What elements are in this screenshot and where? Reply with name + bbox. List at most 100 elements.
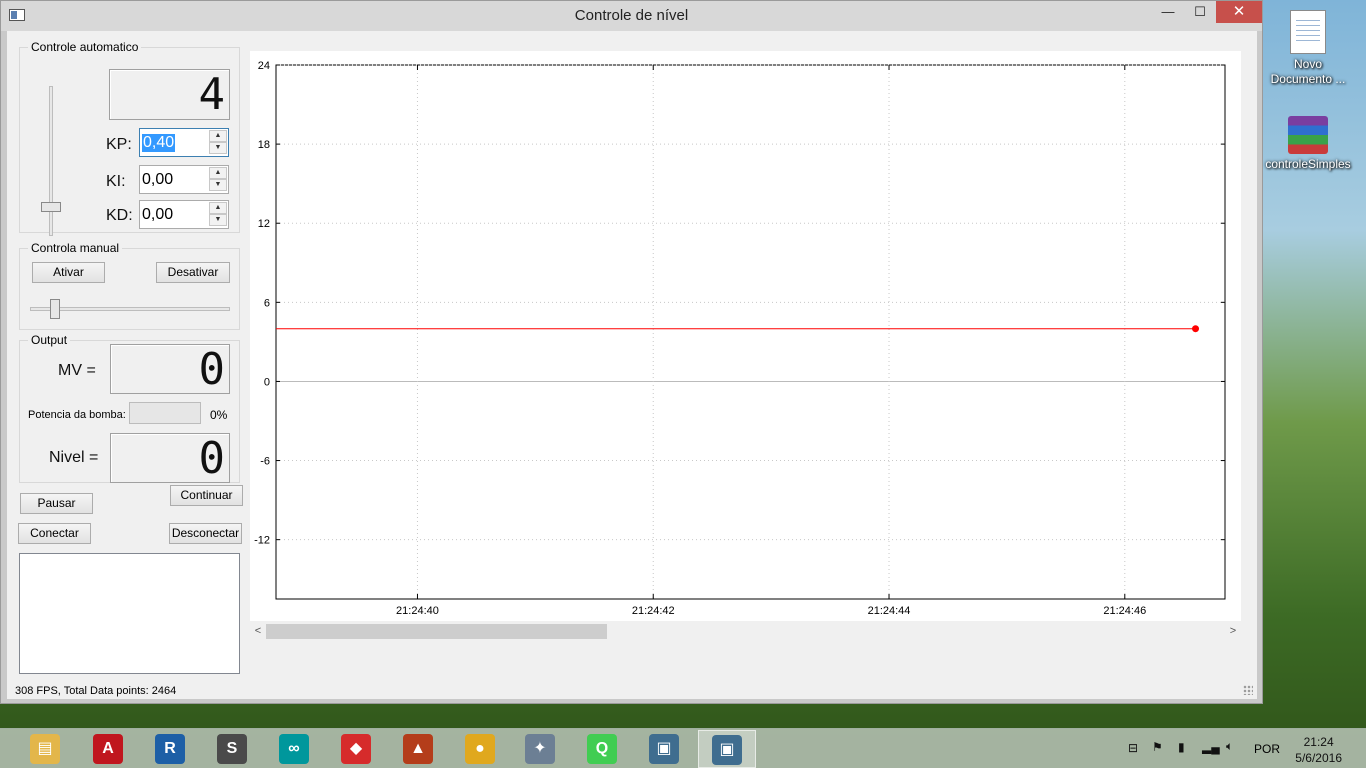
kd-spinbox[interactable]: 0,00 ▲ ▼ xyxy=(139,200,229,229)
signal-icon[interactable]: ▂▄ xyxy=(1202,740,1220,754)
minimize-button[interactable]: — xyxy=(1161,4,1175,19)
clock-time: 21:24 xyxy=(1303,735,1334,749)
window-title: Controle de nível xyxy=(574,7,689,24)
ki-spinbox[interactable]: 0,00 ▲ ▼ xyxy=(139,165,229,194)
taskbar-app-window-1[interactable]: ▣ xyxy=(636,730,694,768)
title-bar[interactable]: Controle de nível — ☐ ✕ xyxy=(1,1,1262,31)
revit-icon: R xyxy=(155,734,185,764)
scroll-right-icon[interactable]: > xyxy=(1229,625,1237,637)
taskbar: ▤ A R S ∞ ◆ ▲ ● ✦ Q ▣ ▣ ⊟ ⚑ ▮ ▂▄ 🔈︎ POR 21:24 5/6/2… xyxy=(0,728,1366,768)
auto-control-group: Controle automatico 4 KP: 0,40 ▲ ▼ KI: 0,… xyxy=(19,40,240,236)
flag-icon[interactable]: ⚑ xyxy=(1152,740,1163,754)
qt-creator-icon: Q xyxy=(587,734,617,764)
taskbar-satellite-app[interactable]: ✦ xyxy=(512,730,570,768)
pump-power-label: Potencia da bomba: xyxy=(28,409,126,421)
setpoint-lcd: 4 xyxy=(109,69,230,120)
desktop-icon-label: controleSimples xyxy=(1265,157,1351,171)
system-tray: ⊟ ⚑ ▮ ▂▄ 🔈︎ xyxy=(1126,729,1256,768)
app-window-icon[interactable] xyxy=(9,9,25,21)
activate-button[interactable]: Ativar xyxy=(32,262,105,283)
y-tick-label: -6 xyxy=(260,456,270,468)
kd-down-arrow-icon[interactable]: ▼ xyxy=(209,214,227,226)
app-window-1-icon: ▣ xyxy=(649,734,679,764)
ki-down-arrow-icon[interactable]: ▼ xyxy=(209,179,227,191)
maximize-button[interactable]: ☐ xyxy=(1194,4,1206,19)
continue-button[interactable]: Continuar xyxy=(170,485,243,506)
y-tick-label: 0 xyxy=(264,376,270,388)
mv-lcd: 0 xyxy=(110,344,230,394)
network-status-icon[interactable]: ⊟ xyxy=(1128,741,1139,755)
kd-up-arrow-icon[interactable]: ▲ xyxy=(209,202,227,214)
y-tick-label: 18 xyxy=(258,139,270,151)
setpoint-slider-handle[interactable] xyxy=(41,202,61,212)
mv-label: MV = xyxy=(58,362,96,379)
ki-up-arrow-icon[interactable]: ▲ xyxy=(209,167,227,179)
kp-spinbox[interactable]: 0,40 ▲ ▼ xyxy=(139,128,229,157)
taskbar-autocad[interactable]: A xyxy=(80,730,138,768)
kp-down-arrow-icon[interactable]: ▼ xyxy=(209,142,227,154)
chrome-icon: ● xyxy=(465,734,495,764)
x-tick-label: 21:24:42 xyxy=(632,605,675,617)
app-window-2-icon: ▣ xyxy=(712,735,742,765)
manual-slider-track[interactable] xyxy=(30,307,230,311)
taskbar-revit[interactable]: R xyxy=(142,730,200,768)
disconnect-button[interactable]: Desconectar xyxy=(169,523,242,544)
pause-button[interactable]: Pausar xyxy=(20,493,93,514)
scrollbar-thumb[interactable] xyxy=(266,624,607,639)
level-label: Nivel = xyxy=(49,449,99,466)
x-tick-label: 21:24:40 xyxy=(396,605,439,617)
auto-control-title: Controle automatico xyxy=(28,40,142,54)
level-series-endpoint xyxy=(1192,325,1200,333)
file-explorer-icon: ▤ xyxy=(30,734,60,764)
matlab-icon: ▲ xyxy=(403,734,433,764)
taskbar-arduino[interactable]: ∞ xyxy=(266,730,324,768)
plot-horizontal-scrollbar[interactable]: < > xyxy=(250,623,1241,640)
y-tick-label: -12 xyxy=(254,535,270,547)
kp-value[interactable]: 0,40 xyxy=(142,134,176,152)
language-indicator[interactable]: POR xyxy=(1254,742,1281,756)
plot-frame xyxy=(275,64,1226,600)
setpoint-slider-track[interactable] xyxy=(49,86,53,236)
power-icon[interactable]: ▮ xyxy=(1178,740,1185,754)
ki-label: KI: xyxy=(106,173,126,190)
kp-up-arrow-icon[interactable]: ▲ xyxy=(209,130,227,142)
volume-icon[interactable]: 🔈︎ xyxy=(1226,739,1234,753)
x-tick-label: 21:24:46 xyxy=(1103,605,1146,617)
status-bar: 308 FPS, Total Data points: 2464 xyxy=(15,685,177,697)
taskbar-matlab[interactable]: ▲ xyxy=(390,730,448,768)
output-title: Output xyxy=(28,333,71,347)
desktop-icon-new-document[interactable]: Novo Documento ... xyxy=(1262,10,1354,87)
pump-power-bar xyxy=(129,402,201,424)
autocad-icon: A xyxy=(93,734,123,764)
taskbar-qt-creator[interactable]: Q xyxy=(574,730,632,768)
taskbar-sublime[interactable]: S xyxy=(204,730,262,768)
sketchup-icon: ◆ xyxy=(341,734,371,764)
kd-value[interactable]: 0,00 xyxy=(142,206,174,223)
log-textbox[interactable] xyxy=(19,553,240,674)
output-group: Output MV = 0 Potencia da bomba: 0% Nive… xyxy=(19,333,240,483)
resize-grip-icon[interactable] xyxy=(1243,685,1253,695)
app-window: Controle de nível — ☐ ✕ Controle automat… xyxy=(0,0,1263,704)
level-plot[interactable]: 24 18 12 6 0 -6 -12 21:24:40 21:24:42 21:24:44 21:… xyxy=(250,51,1241,621)
desktop-icon-label: Novo Documento ... xyxy=(1270,57,1346,86)
taskbar-chrome[interactable]: ● xyxy=(452,730,510,768)
sublime-icon: S xyxy=(217,734,247,764)
pump-percent-label: 0% xyxy=(210,408,228,422)
scroll-left-icon[interactable]: < xyxy=(254,625,262,637)
manual-control-group: Controla manual Ativar Desativar xyxy=(19,241,240,330)
ki-value[interactable]: 0,00 xyxy=(142,171,174,188)
taskbar-clock[interactable]: 21:24 5/6/2016 xyxy=(1295,734,1342,766)
level-lcd: 0 xyxy=(110,433,230,483)
taskbar-app-window-2[interactable]: ▣ xyxy=(698,730,756,768)
taskbar-file-explorer[interactable]: ▤ xyxy=(17,730,75,768)
connect-button[interactable]: Conectar xyxy=(18,523,91,544)
taskbar-sketchup[interactable]: ◆ xyxy=(328,730,386,768)
plot-canvas[interactable]: 24 18 12 6 0 -6 -12 21:24:40 21:24:42 21:24:44 21:… xyxy=(250,51,1241,621)
desktop-icon-controle-simples[interactable]: controleSimples xyxy=(1262,116,1354,172)
winrar-archive-icon xyxy=(1288,116,1328,154)
deactivate-button[interactable]: Desativar xyxy=(156,262,230,283)
close-button[interactable]: ✕ xyxy=(1216,1,1262,23)
manual-slider-handle[interactable] xyxy=(50,299,60,319)
y-tick-label: 24 xyxy=(258,60,270,72)
x-tick-label: 21:24:44 xyxy=(868,605,911,617)
